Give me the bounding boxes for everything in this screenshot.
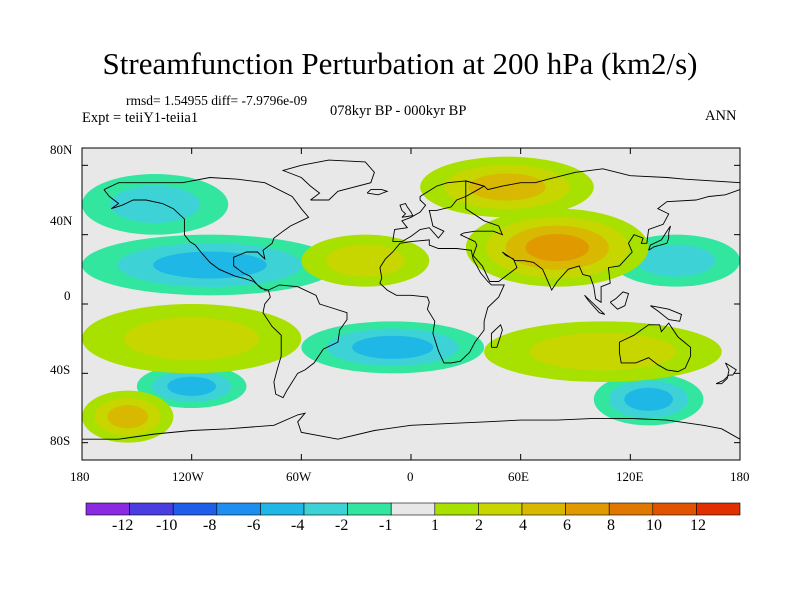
lat-label-80s: 80S	[50, 433, 71, 448]
coastline	[103, 177, 310, 291]
lon-label-180e: 180	[730, 469, 750, 484]
contour-band	[529, 333, 677, 371]
lat-label-0: 0	[64, 288, 71, 303]
coastlines	[82, 159, 741, 440]
colorbar-swatch	[260, 502, 305, 516]
colorbar-swatch	[216, 502, 261, 516]
colorbar-label: -2	[335, 517, 349, 534]
lat-label-80n: 80N	[50, 142, 73, 157]
coastline	[609, 291, 630, 310]
field-feature-positive	[301, 234, 430, 287]
coastline	[490, 323, 503, 348]
coastline	[281, 159, 375, 201]
lon-label-0: 0	[407, 469, 414, 484]
contour-band	[167, 376, 217, 396]
colorbar-swatch	[390, 502, 436, 516]
coastline	[648, 225, 671, 251]
colorbar-label: 2	[475, 517, 483, 534]
field-feature-negative	[82, 234, 338, 296]
colorbar-swatch	[434, 502, 479, 516]
field-feature-positive	[82, 304, 302, 374]
colorbar-label: 6	[563, 517, 571, 534]
colorbar-swatch	[696, 502, 741, 516]
coastline	[262, 284, 348, 399]
plot-title: Streamfunction Perturbation at 200 hPa (…	[102, 46, 698, 81]
colorbar	[85, 502, 741, 516]
coastline	[716, 362, 737, 385]
field-feature-negative	[301, 321, 485, 374]
colorbar-label: -12	[112, 517, 134, 534]
coastline	[366, 189, 389, 196]
coastline	[460, 168, 741, 304]
contour-band	[525, 234, 590, 262]
field-feature-positive	[420, 156, 594, 218]
stats-text: rmsd= 1.54955 diff= -7.9796e-09	[126, 93, 308, 108]
contour-band	[107, 405, 149, 429]
colorbar-label: 1	[431, 517, 439, 534]
contour-band	[624, 387, 673, 411]
lat-label-40n: 40N	[50, 213, 73, 228]
field-feature-negative	[136, 364, 247, 409]
contour-band	[124, 317, 260, 360]
colorbar-label: 10	[646, 517, 662, 534]
coastline	[392, 180, 486, 243]
colorbar-label: -8	[203, 517, 217, 534]
contour-band	[325, 244, 405, 277]
contour-band	[110, 185, 201, 223]
colorbar-swatch	[565, 502, 610, 516]
colorbar-label: 12	[690, 517, 706, 534]
colorbar-swatch	[608, 502, 654, 516]
season-label: ANN	[705, 108, 737, 124]
colorbar-swatch	[478, 502, 523, 516]
coastline	[584, 294, 606, 315]
colorbar-label: -6	[247, 517, 261, 534]
lat-label-40s: 40S	[50, 362, 71, 377]
coastline	[399, 202, 414, 218]
colorbar-swatch	[303, 502, 348, 516]
contour-field	[82, 148, 740, 460]
contour-band	[636, 244, 716, 277]
lon-label-60e: 60E	[508, 469, 529, 484]
field-feature-positive	[465, 208, 649, 287]
colorbar-label: -10	[156, 517, 178, 534]
colorbar-label: 8	[607, 517, 615, 534]
colorbar-swatch	[652, 502, 697, 516]
colorbar-label: -4	[291, 517, 305, 534]
colorbar-label: 4	[519, 517, 527, 534]
lon-label-60w: 60W	[286, 469, 312, 484]
field-feature-positive	[82, 390, 174, 443]
period-label: 078kyr BP - 000kyr BP	[330, 103, 467, 119]
axis-ticks	[81, 148, 741, 460]
lon-label-120w: 120W	[172, 469, 204, 484]
colorbar-swatch	[347, 502, 392, 516]
field-feature-negative	[82, 174, 229, 235]
coastline	[650, 305, 683, 322]
coastline	[618, 322, 692, 373]
contour-band	[153, 251, 267, 279]
colorbar-swatch	[85, 502, 130, 516]
lon-label-120e: 120E	[616, 469, 644, 484]
contour-band	[468, 173, 546, 201]
coastline	[82, 412, 741, 440]
field-feature-negative	[593, 373, 704, 426]
colorbar-swatch	[129, 502, 174, 516]
field-feature-positive	[484, 321, 722, 382]
colorbar-swatch	[521, 502, 566, 516]
experiment-label: Expt = teiiY1-teiia1	[82, 110, 199, 126]
colorbar-swatch	[172, 502, 218, 516]
contour-band	[352, 335, 434, 359]
colorbar-label: -1	[379, 517, 393, 534]
lon-label-180w: 180	[70, 469, 90, 484]
coastline	[379, 239, 505, 364]
